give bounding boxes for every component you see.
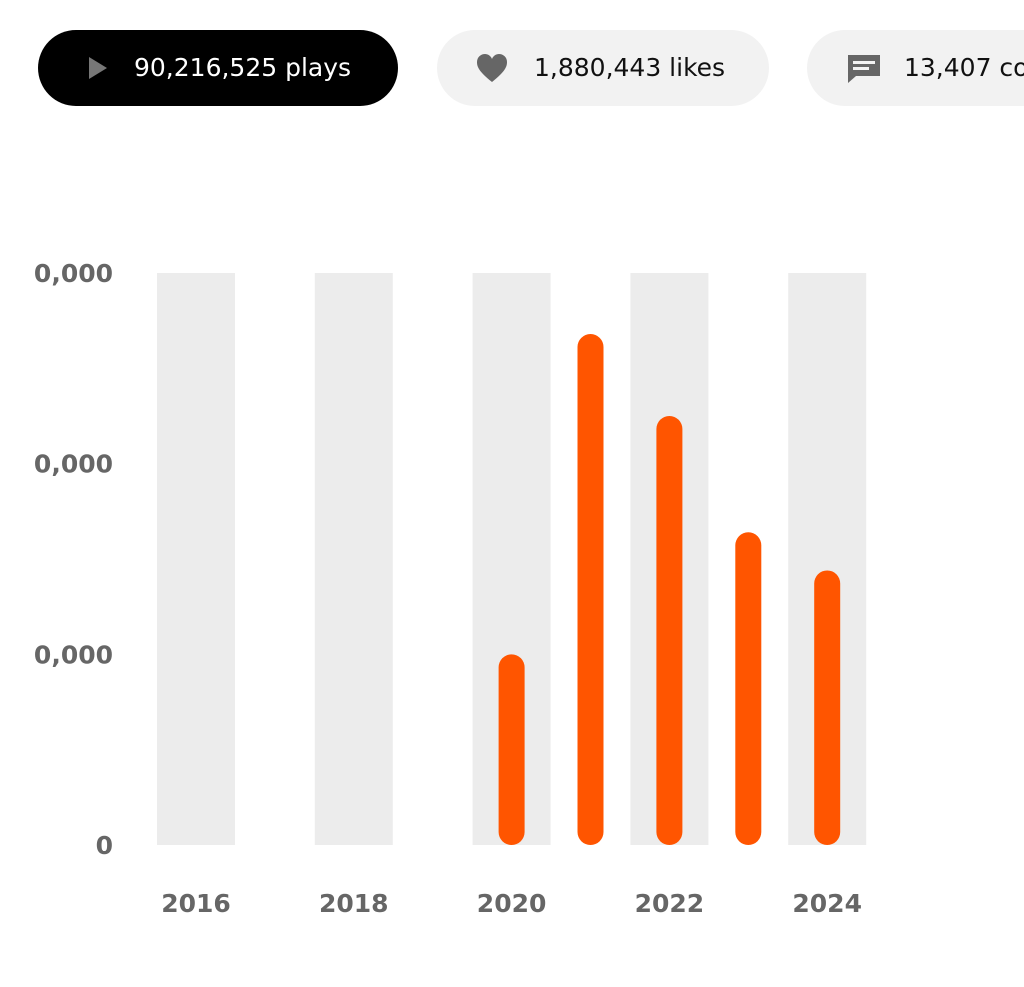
plays-button[interactable]: 90,216,525 plays xyxy=(38,30,398,106)
play-icon xyxy=(89,57,107,79)
heart-icon xyxy=(477,54,507,82)
y-tick-label: 0,000 xyxy=(34,640,113,669)
comments-pill[interactable] xyxy=(807,30,1024,106)
y-tick-label: 0,000 xyxy=(34,450,113,479)
x-tick-label: 2024 xyxy=(792,889,862,918)
comments-label[interactable]: 13,407 co xyxy=(904,53,1024,82)
plays-label[interactable]: 90,216,525 plays xyxy=(134,53,351,82)
x-tick-label: 2016 xyxy=(161,889,231,918)
column-stripes xyxy=(157,273,867,845)
likes-pill[interactable] xyxy=(437,30,769,106)
y-tick-label: 0 xyxy=(96,831,113,860)
column-stripe xyxy=(157,273,235,845)
comment-icon-line xyxy=(853,67,869,70)
x-tick-label: 2020 xyxy=(477,889,547,918)
comment-icon-line xyxy=(853,61,875,64)
x-tick-label: 2022 xyxy=(635,889,705,918)
comments-button[interactable]: 13,407 co xyxy=(807,30,1024,106)
column-stripe xyxy=(314,273,393,845)
likes-label[interactable]: 1,880,443 likes xyxy=(534,53,725,82)
y-tick-label: 0,000 xyxy=(34,259,113,288)
likes-button[interactable]: 1,880,443 likes xyxy=(437,30,769,106)
x-tick-label: 2018 xyxy=(319,889,389,918)
plays-pill[interactable] xyxy=(38,30,398,106)
